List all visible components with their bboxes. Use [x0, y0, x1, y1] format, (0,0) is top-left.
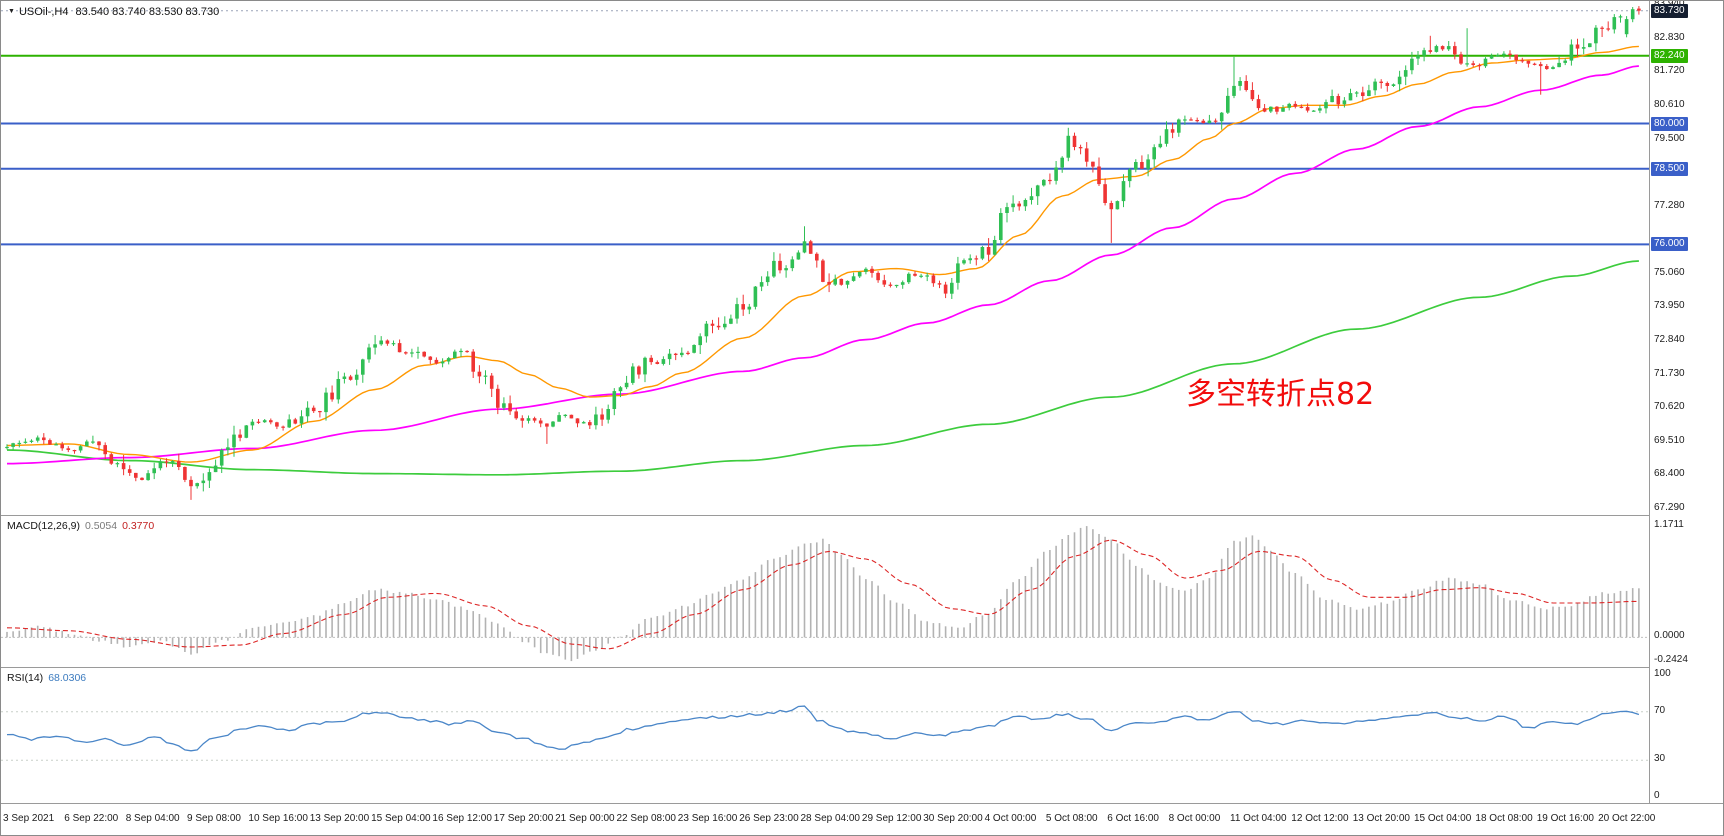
price-axis-tick: 70.620: [1654, 401, 1685, 413]
rsi-axis-tick: 70: [1654, 704, 1666, 716]
macd-label: MACD(12,26,9) 0.5054 0.3770: [7, 520, 154, 532]
x-axis-date-strip[interactable]: 3 Sep 2021 6 Sep 22:00 8 Sep 04:00 9 Sep 08…: [1, 803, 1723, 835]
rsi-label: RSI(14) 68.0306: [7, 672, 86, 684]
price-axis-tick: 71.730: [1654, 367, 1685, 379]
macd-axis-tick: 0.0000: [1654, 630, 1685, 642]
x-axis-date-label: 12 Oct 12:00: [1291, 813, 1349, 824]
price-axis-tick: 77.280: [1654, 199, 1685, 211]
symbol-ohlc-label: ▼ USOil-,H4 83.540 83.740 83.530 83.730: [8, 6, 219, 18]
hline-price-badge: 78.500: [1651, 161, 1688, 176]
price-axis-tick: 81.720: [1654, 65, 1685, 77]
price-axis-tick: 80.610: [1654, 99, 1685, 110]
x-axis-date-label: 18 Oct 08:00: [1475, 813, 1533, 824]
price-axis-tick: 68.400: [1654, 468, 1685, 480]
hline-price-badge: 82.240: [1651, 48, 1688, 63]
x-axis-date-label: 13 Sep 20:00: [309, 813, 370, 824]
price-axis-tick: 72.840: [1654, 333, 1685, 345]
x-axis-date-label: 4 Oct 00:00: [984, 813, 1037, 824]
macd-signal-value: 0.3770: [122, 520, 155, 532]
x-axis-date-label: 21 Sep 00:00: [555, 813, 615, 824]
annotation-text: 多空转折点82: [1186, 377, 1375, 412]
x-axis-date-label: 17 Sep 20:00: [493, 813, 554, 824]
x-axis-date-label: 16 Sep 12:00: [432, 813, 492, 824]
hline-price-badge: 80.000: [1651, 116, 1688, 131]
x-axis-date-label: 9 Sep 08:00: [187, 813, 241, 824]
price-axis-tick: 82.830: [1654, 31, 1685, 43]
x-axis-date-label: 6 Sep 22:00: [64, 813, 119, 824]
rsi-chart-canvas[interactable]: [1, 668, 1649, 803]
rsi-axis-tick: 100: [1654, 668, 1671, 680]
x-axis-date-label: 8 Sep 04:00: [125, 813, 180, 824]
ohlc-values: 83.540 83.740 83.530 83.730: [75, 6, 220, 18]
x-axis-date-label: 15 Oct 04:00: [1414, 813, 1472, 824]
x-axis-date-label: 19 Oct 16:00: [1536, 813, 1594, 824]
x-axis-date-label: 22 Sep 08:00: [616, 813, 677, 824]
x-axis-date-label: 20 Oct 22:00: [1598, 813, 1656, 824]
macd-value: 0.5054: [84, 520, 118, 532]
x-axis-date-label: 23 Sep 16:00: [677, 813, 738, 824]
x-axis-date-label: 11 Oct 04:00: [1230, 813, 1287, 824]
x-axis-date-label: 26 Sep 23:00: [739, 813, 799, 824]
x-axis-date-label: 10 Sep 16:00: [248, 813, 308, 824]
current-price-badge: 83.730: [1651, 3, 1688, 18]
price-axis-strip[interactable]: 83.94082.83081.72080.61079.50077.28075.0…: [1649, 1, 1723, 803]
symbol-name: USOil-,H4: [18, 6, 69, 18]
hline-price-badge: 76.000: [1651, 237, 1688, 252]
x-axis-date-label: 3 Sep 2021: [3, 813, 55, 824]
macd-axis-tick: 1.1711: [1654, 518, 1684, 530]
rsi-value: 68.0306: [48, 672, 87, 684]
symbol-triangle-icon: ▼: [8, 8, 15, 15]
price-axis-tick: 75.060: [1654, 266, 1685, 278]
x-axis-date-label: 5 Oct 08:00: [1045, 813, 1098, 824]
macd-axis-tick: -0.2424: [1654, 653, 1688, 665]
macd-panel[interactable]: MACD(12,26,9) 0.5054 0.3770: [1, 515, 1649, 667]
x-axis-date-label: 6 Oct 16:00: [1107, 813, 1159, 824]
x-axis-date-label: 13 Oct 20:00: [1352, 813, 1410, 824]
x-axis-date-label: 30 Sep 20:00: [923, 813, 983, 824]
macd-name: MACD(12,26,9): [7, 520, 80, 532]
x-axis-date-label: 15 Sep 04:00: [371, 813, 431, 824]
price-panel[interactable]: ▼ USOil-,H4 83.540 83.740 83.530 83.730 多空…: [1, 1, 1649, 515]
rsi-panel[interactable]: RSI(14) 68.0306: [1, 667, 1649, 803]
price-axis-tick: 69.510: [1654, 434, 1685, 446]
rsi-axis-tick: 30: [1654, 753, 1666, 765]
price-axis-tick: 73.950: [1654, 300, 1685, 312]
rsi-name: RSI(14): [7, 672, 44, 684]
x-axis-date-label: 29 Sep 12:00: [861, 813, 922, 824]
x-axis-date-label: 28 Sep 04:00: [800, 813, 861, 824]
macd-chart-canvas[interactable]: [1, 516, 1649, 667]
price-axis-tick: 79.500: [1654, 132, 1685, 144]
rsi-axis-tick: 0: [1654, 789, 1660, 801]
price-chart-canvas[interactable]: [1, 1, 1649, 515]
price-axis-tick: 67.290: [1654, 501, 1685, 513]
x-axis-date-label: 8 Oct 00:00: [1168, 813, 1221, 824]
